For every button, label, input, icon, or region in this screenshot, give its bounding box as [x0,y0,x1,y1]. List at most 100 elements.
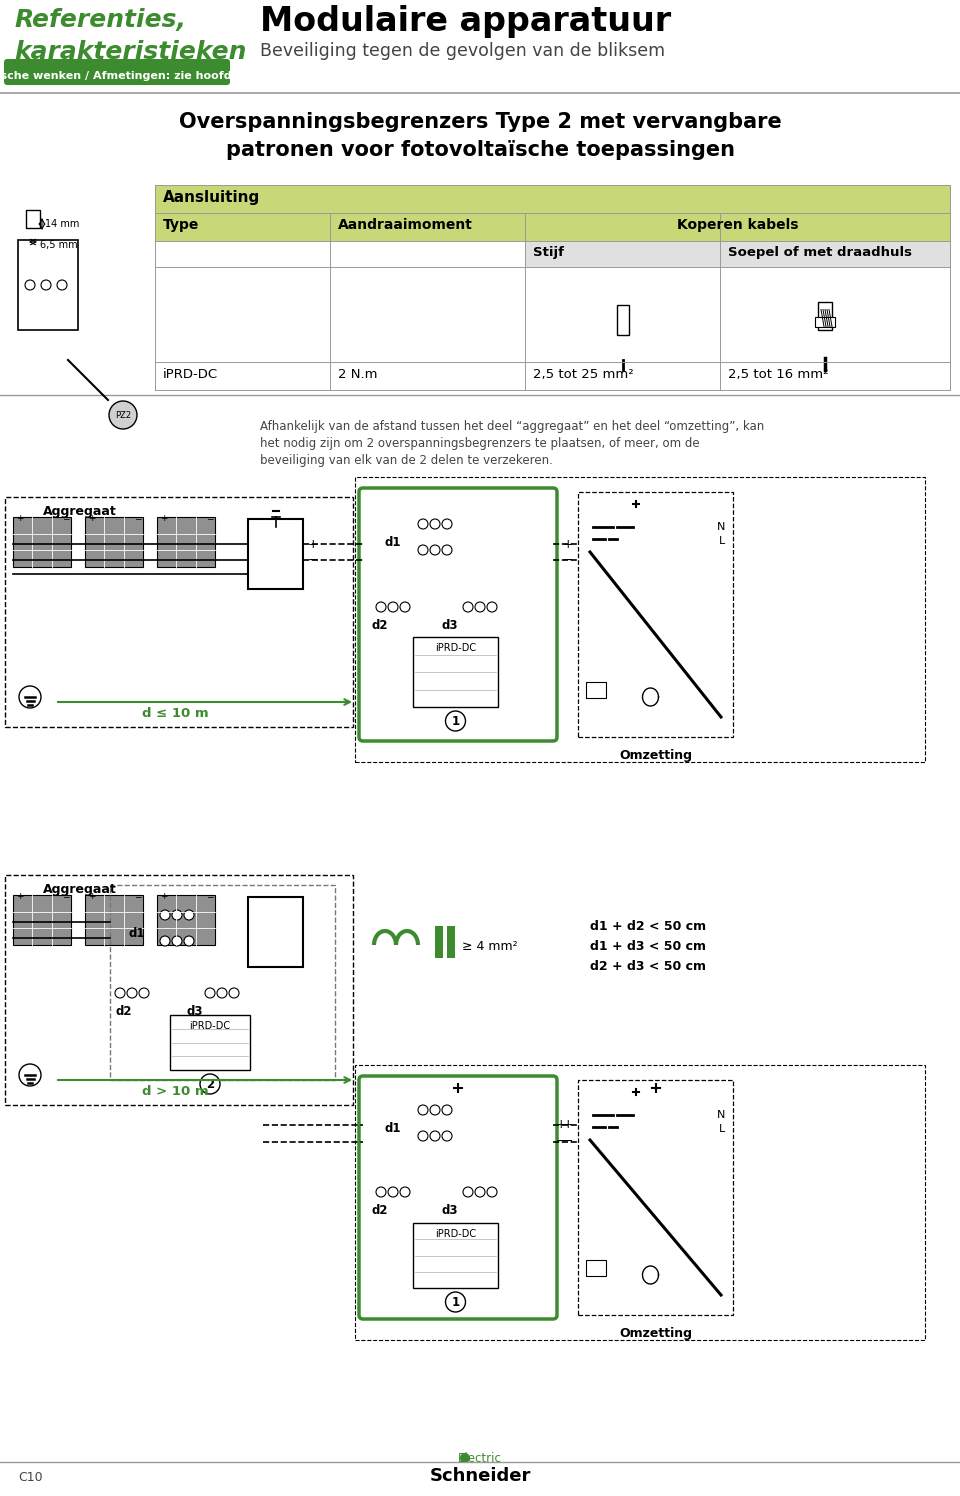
Text: −: − [556,1135,566,1147]
Bar [525,241,950,266]
Circle shape [418,545,428,555]
Text: d1 + d2 < 50 cm: d1 + d2 < 50 cm [590,920,707,934]
Text: d2: d2 [371,1204,388,1218]
Text: Aggregaat: Aggregaat [43,506,117,518]
Bar [155,362,950,390]
Bar [586,682,606,699]
Circle shape [205,987,215,998]
Text: Aansluiting: Aansluiting [163,190,260,205]
Bar [248,519,303,589]
Text: N: N [716,522,725,533]
Circle shape [376,601,386,612]
Text: −: − [206,892,213,901]
Circle shape [139,987,149,998]
Text: iPRD-DC: iPRD-DC [189,1020,230,1031]
Text: Overspanningsbegrenzers Type 2 met vervangbare: Overspanningsbegrenzers Type 2 met verva… [179,112,781,132]
Text: ≥ 4 mm²: ≥ 4 mm² [462,939,517,953]
Text: Schneider: Schneider [429,1468,531,1486]
Text: d1 + d3 < 50 cm: d1 + d3 < 50 cm [590,939,706,953]
Text: d2: d2 [115,1005,132,1017]
Text: −: − [563,554,573,567]
Text: patronen voor fotovoltaïsche toepassingen: patronen voor fotovoltaïsche toepassinge… [226,141,734,160]
Circle shape [41,280,51,290]
Bar [447,926,455,957]
Bar [18,239,78,331]
Circle shape [418,519,428,530]
Text: d3: d3 [442,1204,458,1218]
Text: Stijf: Stijf [533,245,564,259]
Circle shape [430,519,440,530]
Text: 1: 1 [451,715,460,727]
Text: 14 mm: 14 mm [45,218,80,229]
Bar [85,895,143,945]
Text: −: − [134,892,141,901]
Circle shape [109,401,137,429]
Text: d1: d1 [385,1122,401,1135]
FancyBboxPatch shape [4,58,230,85]
Bar [13,895,71,945]
Text: Soepel of met draadhuls: Soepel of met draadhuls [728,245,912,259]
Text: Aandraaimoment: Aandraaimoment [338,218,473,232]
Circle shape [445,1293,466,1312]
Text: d1: d1 [385,536,401,549]
Circle shape [172,936,182,945]
Text: −: − [134,515,141,524]
Text: d2 + d3 < 50 cm: d2 + d3 < 50 cm [590,960,706,972]
Circle shape [200,1074,220,1094]
Bar [5,497,353,727]
Circle shape [487,1186,497,1197]
Text: Modulaire apparatuur: Modulaire apparatuur [260,4,671,37]
Circle shape [442,545,452,555]
FancyBboxPatch shape [359,488,557,741]
Text: −: − [563,1135,573,1147]
Text: d3: d3 [186,1005,203,1017]
Text: L: L [719,1123,725,1134]
Bar [435,926,443,957]
Bar [248,898,303,966]
Text: Praktische wenken / Afmetingen: zie hoofdstuk K: Praktische wenken / Afmetingen: zie hoof… [0,70,271,81]
Text: −: − [62,892,69,901]
Bar [815,317,835,326]
Bar [5,875,353,1106]
Text: het nodig zijn om 2 overspanningsbegrenzers te plaatsen, of meer, om de: het nodig zijn om 2 overspanningsbegrenz… [260,437,700,450]
Circle shape [418,1106,428,1115]
Text: L: L [719,536,725,546]
Bar [110,886,335,1080]
Circle shape [463,1186,473,1197]
Text: Omzetting: Omzetting [619,749,692,761]
Text: +: + [160,515,167,524]
Circle shape [463,601,473,612]
Text: PZ2: PZ2 [115,410,132,419]
Circle shape [25,280,35,290]
Text: iPRD-DC: iPRD-DC [435,643,476,652]
Text: iPRD-DC: iPRD-DC [435,1230,476,1239]
Text: +: + [160,892,167,901]
Text: +: + [88,892,95,901]
Circle shape [388,1186,398,1197]
Circle shape [57,280,67,290]
Text: Afhankelijk van de afstand tussen het deel “aggregaat” en het deel “omzetting”, : Afhankelijk van de afstand tussen het de… [260,420,764,432]
Bar [85,518,143,567]
Text: d2: d2 [371,619,388,631]
Text: Electric: Electric [458,1453,502,1465]
Circle shape [19,1064,41,1086]
Text: 2,5 tot 25 mm²: 2,5 tot 25 mm² [533,368,634,381]
Circle shape [442,519,452,530]
Text: 2 N.m: 2 N.m [338,368,377,381]
Text: Aggregaat: Aggregaat [43,883,117,896]
Circle shape [160,910,170,920]
Bar [586,1260,606,1276]
Text: −: − [62,515,69,524]
Circle shape [115,987,125,998]
Bar [616,305,629,335]
Text: +: + [308,539,319,551]
Bar [155,266,950,362]
Text: iPRD-DC: iPRD-DC [163,368,218,381]
Circle shape [184,936,194,945]
Circle shape [19,687,41,708]
Bar [170,1014,250,1070]
Text: 1: 1 [451,1296,460,1309]
Circle shape [388,601,398,612]
Text: d ≤ 10 m: d ≤ 10 m [142,708,208,720]
Text: N: N [716,1110,725,1121]
